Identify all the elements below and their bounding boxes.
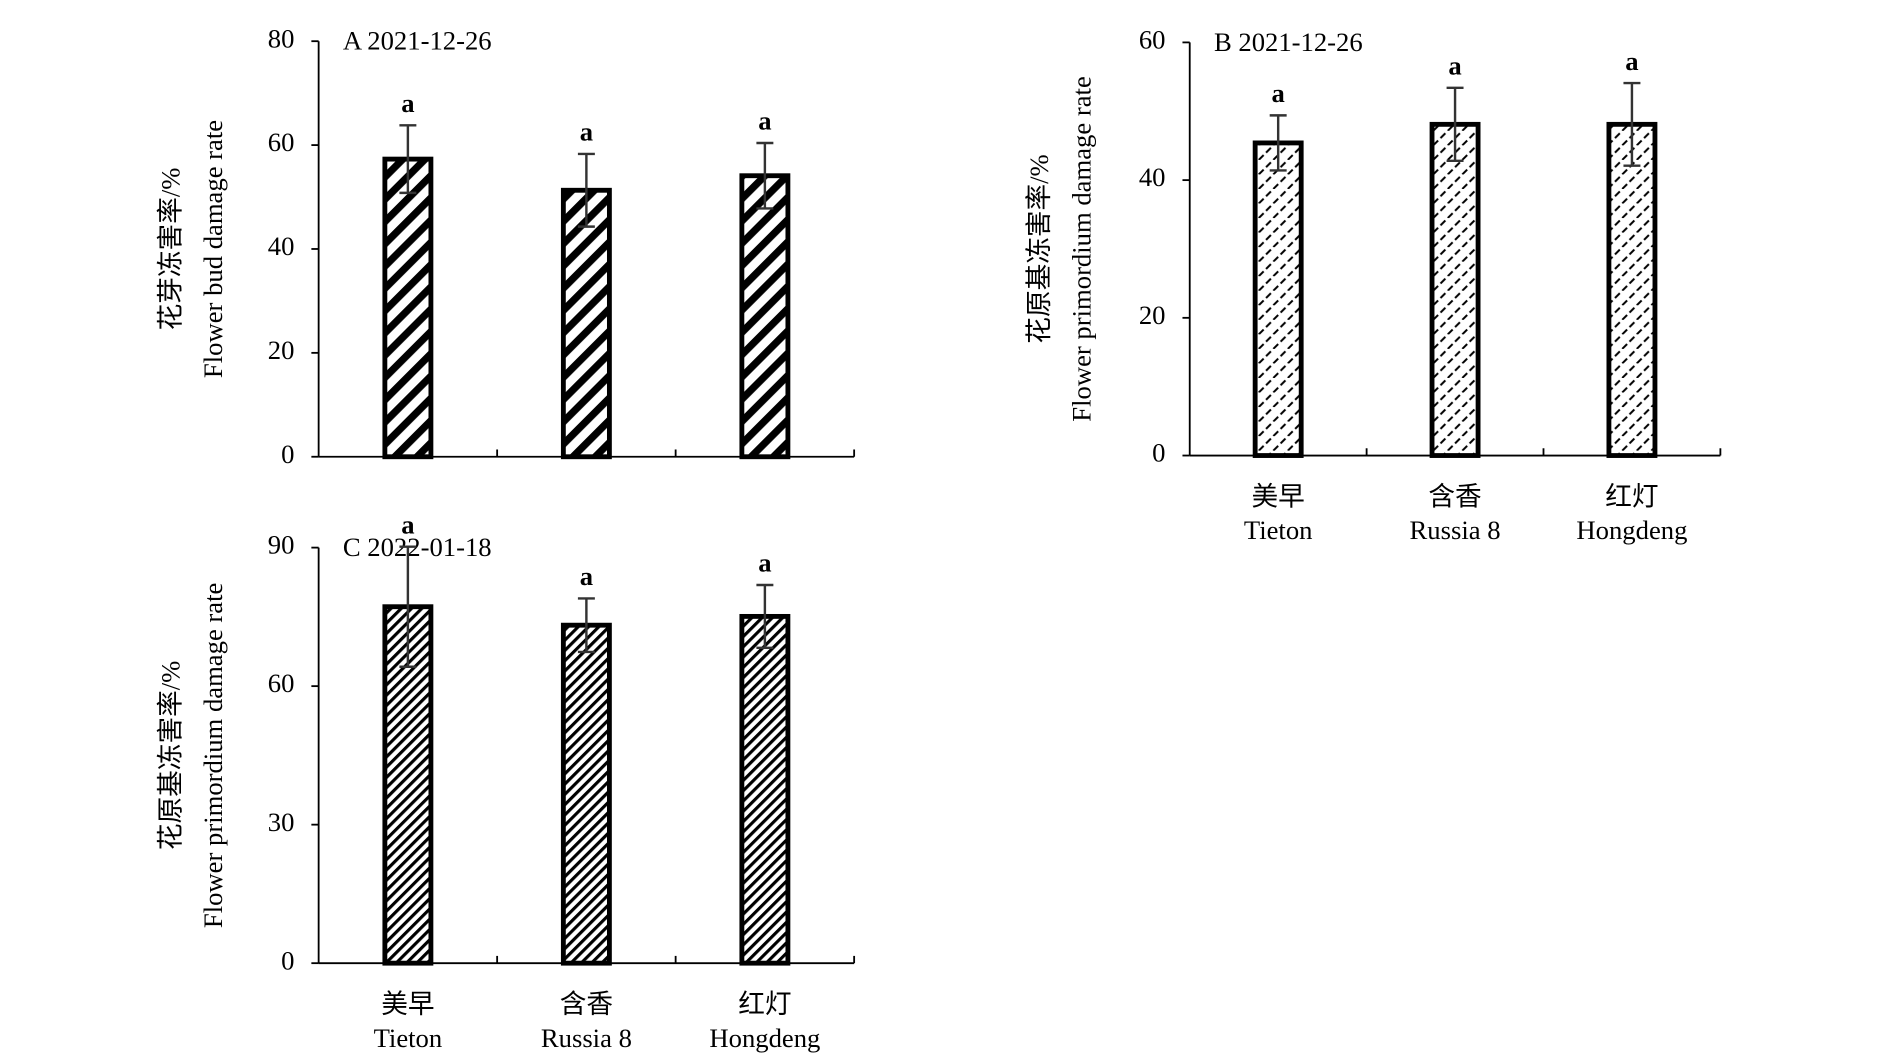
x-tick-label-en: Tieton <box>374 1023 443 1053</box>
significance-label: a <box>401 509 414 539</box>
panel-title: C 2022-01-18 <box>343 532 492 562</box>
bar <box>382 156 434 460</box>
bar <box>560 622 612 966</box>
significance-label: a <box>580 561 593 591</box>
y-tick-label: 30 <box>268 807 295 837</box>
x-tick-label-en: Russia 8 <box>1410 515 1501 545</box>
error-bar <box>399 124 417 195</box>
y-tick-label: 20 <box>268 335 295 365</box>
x-tick-label-en: Hongdeng <box>709 1023 820 1053</box>
y-tick-label: 0 <box>1152 438 1165 468</box>
y-tick-label: 20 <box>1139 300 1166 330</box>
significance-label: a <box>1272 78 1285 108</box>
error-bar <box>577 597 595 654</box>
panel-title: A 2021-12-26 <box>343 26 492 56</box>
bar <box>739 173 791 460</box>
x-tick-label: 含香 <box>1428 481 1481 511</box>
y-axis-label: 花原基冻害率/% <box>155 661 185 850</box>
bar <box>1429 121 1481 458</box>
x-tick-label-en: Hongdeng <box>1576 515 1687 545</box>
panel-title: B 2021-12-26 <box>1214 27 1363 57</box>
error-bar <box>1623 81 1641 167</box>
significance-label: a <box>1625 46 1638 76</box>
bar <box>1606 121 1658 458</box>
bar <box>739 613 791 966</box>
error-bar <box>577 152 595 228</box>
error-bar <box>756 583 774 650</box>
significance-label: a <box>758 106 771 136</box>
y-tick-label: 0 <box>281 439 294 469</box>
bar <box>1252 140 1304 458</box>
significance-label: a <box>758 548 771 578</box>
y-tick-label: 40 <box>268 231 295 261</box>
y-tick-label: 60 <box>1139 25 1166 55</box>
significance-label: a <box>401 88 414 118</box>
x-tick-label: 美早 <box>1252 481 1305 511</box>
y-tick-label: 80 <box>268 23 295 53</box>
y-tick-label: 60 <box>268 668 295 698</box>
y-axis-label: Flower bud damage rate <box>198 120 228 378</box>
x-tick-label: 红灯 <box>738 989 791 1019</box>
x-tick-label: 红灯 <box>1605 481 1658 511</box>
error-bar <box>756 141 774 210</box>
y-tick-label: 90 <box>268 530 295 560</box>
error-bar <box>1269 114 1287 172</box>
error-bar <box>399 545 417 668</box>
y-tick-label: 0 <box>281 945 294 975</box>
x-tick-label: 含香 <box>560 989 613 1019</box>
x-tick-label: 美早 <box>381 989 434 1019</box>
y-tick-label: 60 <box>268 127 295 157</box>
y-axis-label: Flower primordium damage rate <box>198 583 228 928</box>
significance-label: a <box>1448 51 1461 81</box>
bar <box>560 187 612 460</box>
y-tick-label: 40 <box>1139 162 1166 192</box>
y-axis-label: 花芽冻害率/% <box>155 168 185 331</box>
y-axis-label: Flower primordium damage rate <box>1066 76 1096 421</box>
significance-label: a <box>580 117 593 147</box>
x-tick-label-en: Tieton <box>1244 515 1313 545</box>
error-bar <box>1446 86 1464 163</box>
y-axis-label: 花原基冻害率/% <box>1024 154 1054 343</box>
x-tick-label-en: Russia 8 <box>541 1023 632 1053</box>
